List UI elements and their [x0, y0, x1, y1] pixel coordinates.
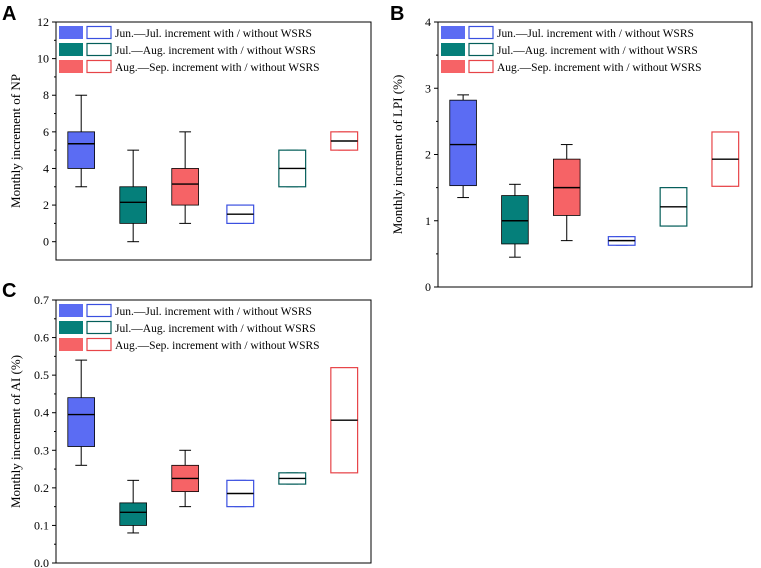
box-body	[119, 186, 147, 224]
box-with-wsrs	[119, 479, 147, 534]
panel-b: B 0 1 2 3 4 Monthly increment of LPI (%) Jun.—J…	[390, 3, 753, 294]
box-body	[501, 195, 529, 245]
y-tick-label: 6	[43, 125, 49, 139]
legend-swatch-without	[86, 59, 112, 74]
y-tick-label: 0.3	[34, 443, 49, 457]
box-without-wsrs	[226, 204, 255, 224]
legend-swatch-without	[468, 42, 494, 57]
box-body	[67, 131, 95, 169]
legend-label: Jun.—Jul. increment with / without WSRS	[115, 306, 312, 318]
legend-label: Jul.—Aug. increment with / without WSRS	[115, 323, 316, 335]
box-without-wsrs	[226, 479, 255, 508]
y-tick-label: 0.5	[34, 368, 49, 382]
legend-swatch-with	[59, 321, 83, 334]
legend-label: Aug.—Sep. increment with / without WSRS	[115, 62, 320, 74]
box-without-wsrs	[278, 472, 307, 485]
y-tick-label: 0.6	[34, 331, 49, 345]
legend-swatch-with	[59, 26, 83, 39]
legend-swatch-with	[59, 304, 83, 317]
y-tick-label: 2	[43, 198, 49, 212]
box-with-wsrs	[67, 94, 95, 188]
legend-swatch-without	[86, 25, 112, 40]
panel-a: A 0 2 4 6 8 10 12 Monthly increment of NP Jun.—Ju…	[2, 3, 372, 261]
panel-c: C 0.0 0.1 0.2 0.3 0.4 0.5 0.6 0.7 Monthly increme…	[2, 280, 372, 568]
legend-label: Jul.—Aug. increment with / without WSRS	[115, 45, 316, 57]
panel-letter: A	[2, 3, 16, 25]
legend-swatch-without	[86, 42, 112, 57]
legend-swatch-with	[441, 43, 465, 56]
y-tick-label: 0.1	[34, 518, 49, 532]
y-tick-label: 10	[37, 52, 49, 66]
box-body	[171, 168, 199, 206]
y-tick-label: 0.2	[34, 481, 49, 495]
panel-letter: C	[2, 280, 16, 302]
y-tick-label: 2	[425, 148, 431, 162]
legend-swatch-without	[468, 25, 494, 40]
y-tick-label: 0.0	[34, 556, 49, 568]
y-tick-label: 4	[43, 161, 49, 175]
legend-swatch-with	[441, 60, 465, 73]
box-without-wsrs	[659, 187, 688, 227]
legend-swatch-without	[86, 337, 112, 352]
box-without-wsrs	[330, 367, 359, 474]
plot-frame	[55, 21, 372, 261]
y-tick-label: 8	[43, 88, 49, 102]
y-tick-label: 0.4	[34, 406, 49, 420]
legend-label: Aug.—Sep. increment with / without WSRS	[115, 340, 320, 352]
legend-label: Aug.—Sep. increment with / without WSRS	[497, 62, 702, 74]
box-with-wsrs	[449, 94, 477, 199]
box-without-wsrs	[607, 236, 636, 246]
box-with-wsrs	[67, 359, 95, 466]
legend-label: Jul.—Aug. increment with / without WSRS	[497, 45, 698, 57]
legend-swatch-without	[468, 59, 494, 74]
legend-swatch-with	[441, 26, 465, 39]
box-with-wsrs	[552, 144, 581, 242]
legend-swatch-with	[59, 43, 83, 56]
y-tick-label: 0	[43, 235, 49, 249]
box-without-wsrs	[278, 149, 307, 188]
legend-swatch-without	[86, 303, 112, 318]
y-axis-label: Monthly increment of LPI (%)	[390, 75, 405, 235]
legend-swatch-without	[86, 320, 112, 335]
box-body	[119, 502, 147, 526]
legend-swatch-with	[59, 60, 83, 73]
y-tick-label: 3	[425, 81, 431, 95]
y-axis-label: Monthly increment of NP	[8, 74, 23, 208]
box-body	[67, 397, 95, 447]
legend-label: Jun.—Jul. increment with / without WSRS	[115, 28, 312, 40]
box-body	[449, 99, 477, 187]
panel-letter: B	[390, 3, 404, 25]
legend-swatch-with	[59, 338, 83, 351]
y-axis-label: Monthly increment of AI (%)	[8, 355, 23, 508]
legend-label: Jun.—Jul. increment with / without WSRS	[497, 28, 694, 40]
box-with-wsrs	[119, 149, 147, 243]
y-tick-label: 1	[425, 214, 431, 228]
box-without-wsrs	[711, 131, 740, 187]
y-tick-label: 4	[425, 15, 431, 29]
box-without-wsrs	[330, 131, 359, 151]
box-with-wsrs	[171, 449, 199, 508]
y-tick-label: 0	[425, 280, 431, 294]
y-tick-label: 12	[37, 15, 49, 29]
y-tick-label: 0.7	[34, 293, 49, 307]
box-with-wsrs	[171, 131, 199, 224]
box-with-wsrs	[501, 183, 529, 258]
